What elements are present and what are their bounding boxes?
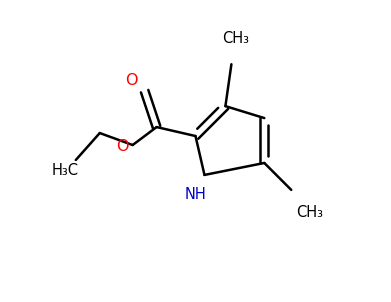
Text: NH: NH: [185, 187, 206, 202]
Text: CH₃: CH₃: [222, 31, 249, 46]
Text: O: O: [125, 73, 137, 88]
Text: O: O: [116, 139, 128, 154]
Text: H₃C: H₃C: [52, 163, 79, 178]
Text: CH₃: CH₃: [296, 205, 323, 220]
